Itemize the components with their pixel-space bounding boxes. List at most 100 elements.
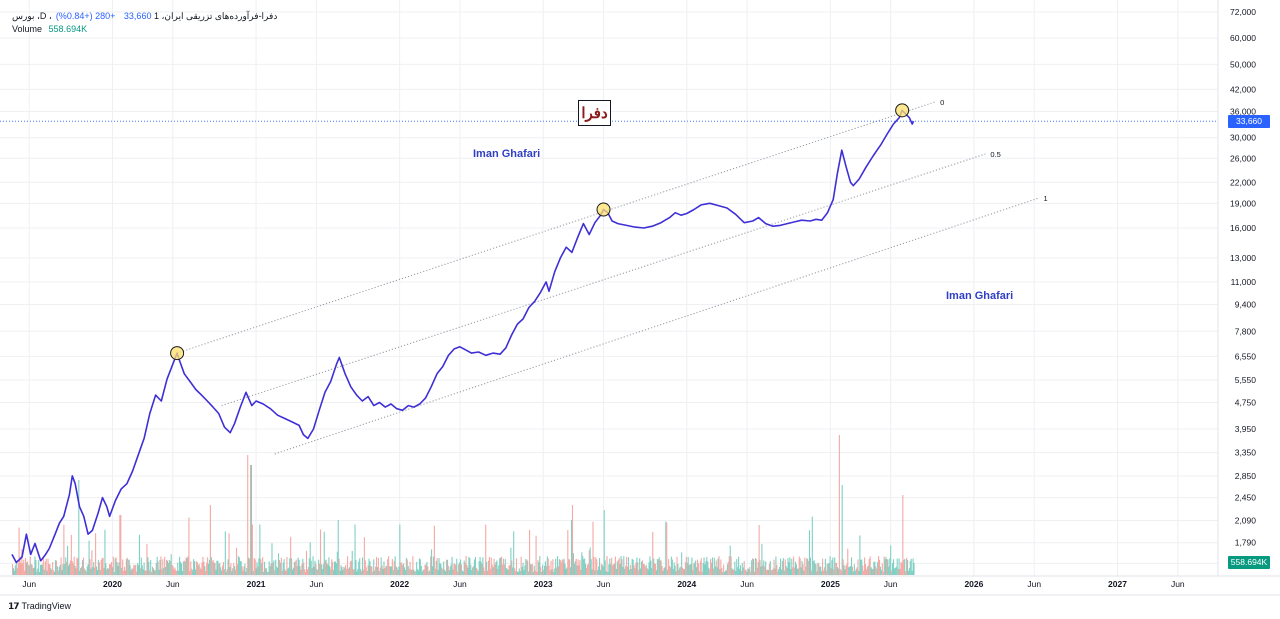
- volume-bar: [808, 530, 811, 575]
- legend-symbol-row[interactable]: بورس ،D ،دفرا-فرآورده‌های تزریقی ایران، …: [12, 10, 277, 23]
- volume-bar: [721, 567, 723, 575]
- volume-bar: [476, 569, 478, 575]
- volume-bar: [260, 559, 262, 575]
- volume-bar: [699, 561, 701, 575]
- volume-bar: [233, 563, 235, 575]
- volume-bar: [132, 568, 134, 575]
- volume-bar: [523, 570, 525, 575]
- price-axis[interactable]: 1,5501,7902,0902,4502,8503,3503,9504,750…: [1230, 7, 1256, 568]
- volume-bar: [247, 455, 249, 575]
- volume-bar: [553, 571, 555, 575]
- volume-bar: [374, 570, 376, 575]
- volume-bar: [431, 549, 433, 575]
- volume-bar: [710, 558, 712, 575]
- volume-bar: [862, 565, 864, 575]
- volume-bar: [338, 558, 340, 575]
- volume-bar: [432, 556, 434, 575]
- volume-bar: [367, 565, 369, 575]
- volume-bar: [764, 566, 766, 575]
- volume-bar: [291, 569, 294, 575]
- channel-level-line: [274, 197, 1039, 455]
- volume-bar: [712, 568, 714, 575]
- volume-bar: [297, 557, 299, 575]
- volume-bar: [62, 564, 64, 575]
- volume-bar: [140, 557, 142, 575]
- volume-bar: [777, 571, 779, 575]
- legend-volume-row[interactable]: Volume 558.694K: [12, 23, 277, 36]
- volume-bar: [389, 566, 392, 575]
- volume-bar: [124, 570, 127, 575]
- volume-bar: [228, 533, 230, 575]
- volume-bar: [486, 561, 488, 575]
- volume-bar: [267, 571, 269, 575]
- tv-logo-text: TradingView: [21, 601, 72, 611]
- volume-bar: [67, 565, 70, 575]
- volume-bar: [530, 564, 532, 575]
- volume-bar: [900, 562, 902, 575]
- volume-bar: [281, 570, 283, 575]
- volume-bar: [109, 564, 112, 575]
- volume-bar: [719, 569, 721, 575]
- grid-lines: [0, 0, 1218, 576]
- volume-bar: [29, 556, 31, 575]
- volume-bar: [34, 556, 36, 575]
- volume-bar: [853, 564, 855, 575]
- volume-bar: [420, 565, 422, 575]
- volume-bar: [396, 567, 398, 575]
- volume-bar: [890, 545, 892, 575]
- volume-bar: [778, 568, 780, 575]
- volume-bar: [730, 556, 732, 575]
- volume-bar: [644, 566, 646, 575]
- volume-bar: [386, 565, 388, 575]
- volume-bar: [599, 570, 602, 575]
- tradingview-logo[interactable]: 𝟭𝟳 TradingView: [8, 601, 71, 612]
- volume-bar: [520, 556, 522, 575]
- volume-bar: [417, 570, 420, 575]
- volume-bar: [857, 559, 859, 575]
- volume-bar: [351, 550, 353, 575]
- volume-bar: [779, 566, 781, 575]
- volume-bar: [440, 563, 442, 575]
- volume-bar: [312, 556, 314, 575]
- volume-bar: [633, 565, 635, 575]
- regression-channel: 00.51: [176, 98, 1048, 455]
- volume-bar: [257, 566, 259, 575]
- volume-bar: [873, 561, 875, 575]
- volume-bar: [490, 557, 492, 575]
- volume-bar: [497, 569, 499, 575]
- volume-bar: [397, 569, 399, 575]
- volume-bar: [332, 561, 334, 575]
- volume-bar: [881, 563, 883, 575]
- volume-bar: [526, 559, 528, 575]
- volume-bar: [409, 561, 411, 575]
- volume-bar: [47, 558, 49, 575]
- volume-bar: [519, 570, 521, 575]
- volume-bar: [738, 568, 741, 575]
- volume-bar: [326, 563, 328, 575]
- volume-bar: [768, 563, 770, 575]
- volume-bar: [593, 557, 595, 575]
- volume-bar: [359, 558, 361, 575]
- volume-bar: [623, 556, 625, 575]
- volume-bar: [251, 524, 253, 575]
- volume-bar: [422, 569, 424, 575]
- volume-bar: [473, 566, 475, 575]
- volume-bar: [109, 564, 111, 575]
- volume-bar: [766, 569, 769, 575]
- volume-bar: [430, 556, 432, 575]
- y-tick-label: 42,000: [1230, 84, 1256, 94]
- volume-bar: [348, 567, 350, 575]
- volume-bar: [794, 567, 796, 575]
- volume-bar: [464, 562, 466, 575]
- volume-bar: [357, 568, 359, 575]
- volume-bar: [182, 561, 184, 575]
- x-tick-label: Jun: [22, 579, 36, 589]
- volume-bar: [343, 566, 345, 575]
- volume-bar: [178, 570, 180, 575]
- volume-bar: [94, 567, 96, 575]
- time-axis[interactable]: Jun 2020 Jun 2021 Jun 2022 Jun 2023 Jun 2024 Jun 20…: [22, 579, 1185, 589]
- volume-bar: [141, 565, 143, 575]
- x-tick-label: Jun: [166, 579, 180, 589]
- volume-bar: [725, 570, 728, 575]
